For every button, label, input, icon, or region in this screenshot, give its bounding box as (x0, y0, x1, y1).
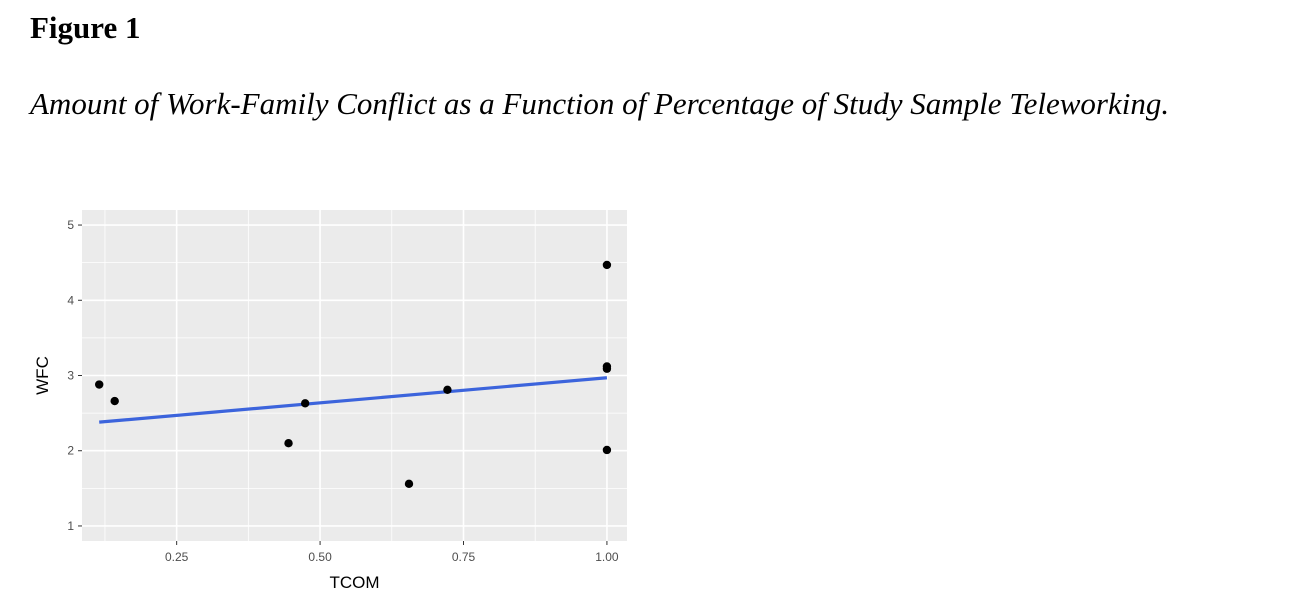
y-tick-label: 3 (67, 369, 74, 383)
data-point (110, 396, 119, 406)
x-tick-label: 0.50 (308, 550, 332, 564)
figure-label: Figure 1 (30, 10, 141, 45)
y-tick-label: 4 (67, 293, 74, 307)
x-tick-label: 1.00 (595, 550, 619, 564)
data-point (95, 380, 104, 389)
x-axis-title: TCOM (329, 573, 379, 592)
figure-caption: Amount of Work-Family Conflict as a Func… (30, 86, 1170, 121)
x-tick-label: 0.25 (165, 550, 189, 564)
x-tick-label: 0.75 (452, 550, 476, 564)
data-point (404, 479, 414, 489)
data-point (300, 399, 310, 408)
data-point (602, 445, 612, 455)
y-axis: 1 2 3 4 5 (67, 218, 82, 533)
data-point (602, 364, 612, 373)
y-tick-label: 2 (67, 444, 74, 458)
y-axis-title: WFC (33, 356, 52, 395)
points-layer (95, 260, 612, 489)
data-point (443, 385, 452, 394)
x-axis: 0.25 0.50 0.75 1.00 (165, 541, 619, 564)
y-tick-label: 5 (67, 218, 74, 232)
y-tick-label: 1 (67, 519, 74, 533)
data-point (284, 439, 293, 448)
fit-line (99, 376, 608, 424)
fit-layer (99, 376, 608, 424)
data-point (602, 260, 612, 270)
